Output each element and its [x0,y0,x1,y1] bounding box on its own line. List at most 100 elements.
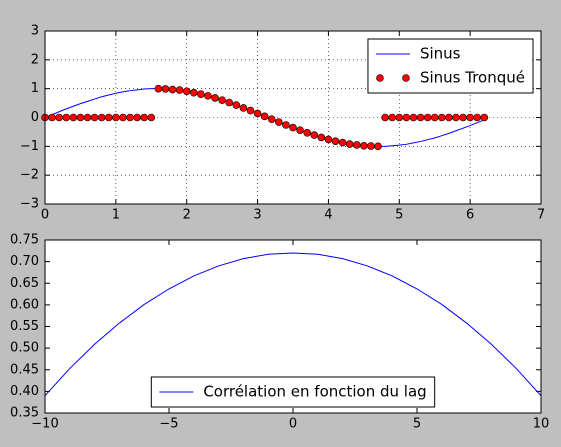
x-tick-label: 3 [253,208,261,223]
series-marker [90,113,99,122]
series-marker [154,84,163,93]
x-tick-label: 2 [183,208,191,223]
series-marker [289,123,297,132]
series-marker [310,131,319,139]
series-marker [402,113,411,122]
y-tick-label: 0.45 [10,362,39,377]
y-tick-label: −2 [20,168,39,183]
series-marker [267,115,276,124]
series-marker [69,113,78,122]
series-marker [104,113,113,122]
series-marker [360,141,368,150]
y-tick-label: 0.35 [10,406,39,421]
x-tick-label: 5 [413,417,421,432]
y-tick-label: 0.70 [10,254,39,269]
series-marker [345,140,354,148]
series-marker [275,118,283,126]
y-tick-label: 0.55 [10,319,39,334]
series-marker [147,113,156,122]
legend-label: Sinus [420,45,461,63]
series-marker [388,113,397,122]
series-marker [204,92,212,100]
y-tick-label: −1 [20,139,39,154]
series-marker [97,113,106,122]
series-marker [48,113,56,122]
series-marker [55,113,63,122]
y-tick-label: 1 [31,81,39,96]
x-tick-label: 4 [324,208,332,223]
series-marker [480,113,489,122]
series-marker [374,142,382,151]
series-marker [197,90,205,98]
series-marker [126,113,134,122]
legend-key [402,74,410,82]
y-tick-label: 0.60 [10,297,39,312]
series-marker [239,104,248,112]
series-marker [395,113,404,122]
series-marker [246,106,255,115]
series-marker [367,142,375,150]
series-marker [437,113,446,122]
series-marker [112,113,120,122]
series-marker [190,88,198,97]
y-tick-label: 0.65 [10,276,39,291]
legend-frame [150,376,436,408]
series-marker [331,137,340,145]
series-marker [409,113,418,122]
x-tick-label: 0 [289,417,297,432]
series-marker [253,109,262,118]
series-marker [119,113,127,122]
series-marker [225,98,234,107]
series-marker [459,113,467,122]
y-tick-label: 2 [31,52,39,67]
series-marker [303,128,311,137]
plot-frame [44,30,542,205]
series-marker [381,113,389,122]
series-marker [452,113,460,122]
x-tick-label: 0 [41,208,49,223]
legend: Sinus Sinus Tronqué [367,38,534,94]
y-tick-label: 0.40 [10,384,39,399]
series-marker [296,126,304,134]
x-tick-label: 1 [112,208,120,223]
x-tick-label: 10 [533,417,550,432]
series-marker [423,113,432,122]
series-marker [161,85,170,93]
series-marker [282,121,290,129]
series-marker [62,113,71,122]
legend-label: Sinus Tronqué [420,69,525,87]
x-tick-label: 6 [466,208,474,223]
legend-key [376,74,384,82]
series-marker [473,113,482,122]
y-tick-label: 3 [31,24,39,39]
series-line [45,252,541,397]
series-marker [430,113,439,122]
series-marker [260,112,269,121]
y-tick-label: −3 [20,197,39,212]
series-marker [445,113,453,122]
x-tick-label: 7 [537,208,545,223]
series-marker [324,135,333,144]
series-marker [168,85,177,94]
x-tick-label: 5 [395,208,403,223]
legend-frame [367,38,534,94]
series-marker [218,96,226,104]
y-tick-label: 0 [31,110,39,125]
series-marker [232,101,241,109]
series-marker [76,113,85,122]
series-marker [140,113,148,122]
series-marker [416,113,425,122]
series-marker [352,141,361,149]
series-marker [317,133,326,142]
legend: Corrélation en fonction du lag [150,376,436,408]
series-marker [133,113,141,122]
legend-label: Corrélation en fonction du lag [203,383,426,401]
series-marker [182,87,191,96]
x-tick-label: −5 [159,417,178,432]
plot-frame [44,239,542,414]
y-tick-label: 0.50 [10,341,39,356]
series-marker [338,138,347,147]
series-marker [211,94,219,102]
series-marker [466,113,474,122]
